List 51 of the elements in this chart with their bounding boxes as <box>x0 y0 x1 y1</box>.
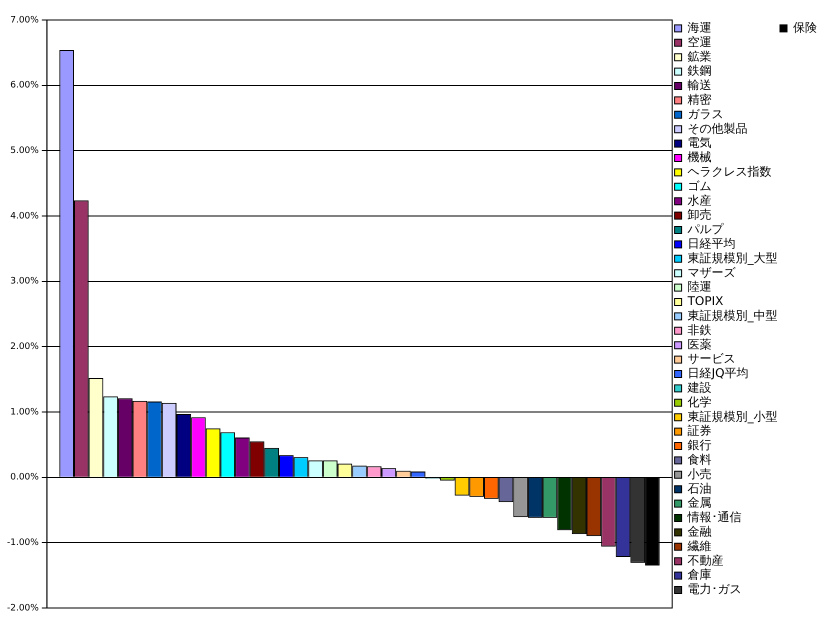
legend-label: 保険 <box>793 20 817 35</box>
y-tick-label: -1.00% <box>6 538 40 548</box>
legend-label: 東証規模別_大型 <box>688 250 778 265</box>
legend-label: 証券 <box>688 424 712 438</box>
legend-label: 建設 <box>686 380 712 395</box>
legend-label: 陸運 <box>688 280 712 294</box>
y-tick-label: 3.00% <box>10 276 40 287</box>
legend-label: 医薬 <box>688 337 712 352</box>
legend-label: 石油 <box>688 481 712 496</box>
y-tick-label: 1.00% <box>10 407 40 418</box>
y-tick-label: 2.00% <box>10 342 40 352</box>
legend-label: 空運 <box>688 34 712 49</box>
legend-label: 金融 <box>688 524 712 539</box>
legend-label: 化学 <box>688 394 712 409</box>
legend-label: 情報･通信 <box>686 510 742 524</box>
legend-label: 電気 <box>688 136 712 150</box>
y-tick-label: 7.00% <box>10 15 40 26</box>
legend-label: 鉱業 <box>688 49 712 64</box>
legend-label: 小売 <box>688 466 712 481</box>
legend-label: サービス <box>688 352 736 366</box>
legend-label: パルプ <box>686 222 725 236</box>
legend-label: 機械 <box>688 150 712 164</box>
legend-label: 金属 <box>688 496 712 510</box>
y-tick-label: 0.00% <box>10 472 40 483</box>
legend-label: ガラス <box>688 106 724 121</box>
legend-label: 食料 <box>688 452 712 467</box>
y-tick-label: 6.00% <box>10 80 40 91</box>
legend-label: 鉄鋼 <box>688 64 712 78</box>
legend-label: 輸送 <box>688 78 712 92</box>
legend-label: TOPIX <box>686 294 724 308</box>
y-tick-label: -2.00% <box>6 603 40 614</box>
legend-label: 電力･ガス <box>688 582 742 596</box>
legend-label: 東証規模別_小型 <box>688 409 778 424</box>
y-tick-label: 4.00% <box>10 211 40 222</box>
y-tick-label: 5.00% <box>10 146 40 156</box>
legend-label: その他製品 <box>688 121 748 136</box>
legend-label: 精密 <box>688 92 712 107</box>
legend-label: ゴム <box>688 178 712 193</box>
legend-label: 不動産 <box>688 553 724 568</box>
legend-label: ヘラクレス指数 <box>688 164 772 179</box>
legend-label: 非鉄 <box>688 322 712 337</box>
legend-label: 卸売 <box>688 208 712 222</box>
legend-label: 繊維 <box>686 538 712 553</box>
legend-label: 倉庫 <box>688 568 712 582</box>
legend-label: 銀行 <box>688 438 712 452</box>
legend-label: 日経JQ平均 <box>688 366 749 380</box>
legend-label: マザーズ <box>688 265 737 280</box>
legend-label: 東証規模別_中型 <box>688 308 778 323</box>
legend-label: 海運 <box>688 20 712 35</box>
legend-label: 水産 <box>688 193 712 208</box>
legend-label: 日経平均 <box>688 236 736 251</box>
